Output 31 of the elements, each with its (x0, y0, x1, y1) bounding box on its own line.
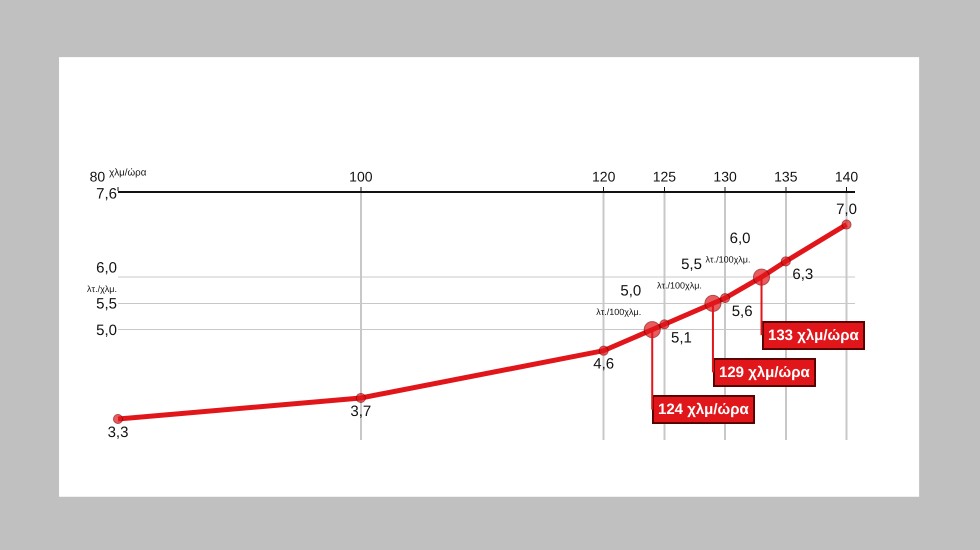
point (842, 220, 852, 230)
data-label: 5,6 (732, 302, 753, 320)
data-label: 3,7 (350, 402, 372, 420)
x-tick-label: 100 (349, 168, 373, 184)
x-tick-label: 120 (592, 168, 616, 184)
data-label: 6,0 λτ./100χλμ. (706, 230, 751, 264)
y-tick-label: 7,6 (96, 185, 117, 202)
x-tick-label: 80 $^{χλμ/ώρα}$ (90, 168, 147, 184)
y-tick-label: 5,0 (96, 322, 117, 339)
point (598, 346, 609, 356)
x-tick-label: 125 (652, 168, 676, 184)
data-label: 5,1 (671, 329, 692, 346)
annotation: 124 χλμ/ώρα (658, 401, 750, 418)
data-label: 7,0 (836, 201, 857, 218)
point (113, 414, 123, 424)
point (780, 256, 791, 266)
data-label: 6,3 (792, 266, 814, 284)
y-tick-label: 6,0 λτ./χλμ. (87, 260, 117, 294)
x-tick-label: 135 (774, 168, 798, 184)
data-label: 3,3 (108, 424, 128, 441)
annotation: 133 χλμ/ώρα (768, 327, 860, 344)
annotation: 129 χλμ/ώρα (719, 364, 810, 381)
y-tick-label: 5,5 (96, 296, 117, 313)
data-label: 5,0 λτ./100χλμ. (596, 282, 642, 317)
point (720, 293, 730, 304)
data-label: 5,5 λτ./100χλμ. (656, 256, 702, 291)
point (659, 319, 670, 330)
x-tick-label: 140 (834, 168, 858, 184)
point (356, 392, 366, 403)
data-label: 4,6 (593, 356, 614, 373)
x-tick-label: 130 (713, 168, 737, 184)
